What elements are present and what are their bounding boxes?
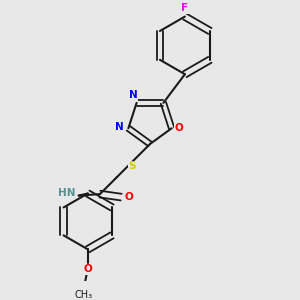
Text: F: F bbox=[181, 3, 188, 13]
Text: CH₃: CH₃ bbox=[74, 290, 92, 300]
Text: S: S bbox=[128, 161, 136, 171]
Text: O: O bbox=[83, 264, 92, 274]
Text: O: O bbox=[175, 123, 184, 133]
Text: N: N bbox=[129, 90, 138, 100]
Text: N: N bbox=[116, 122, 124, 132]
Text: O: O bbox=[124, 192, 133, 202]
Text: HN: HN bbox=[58, 188, 75, 198]
